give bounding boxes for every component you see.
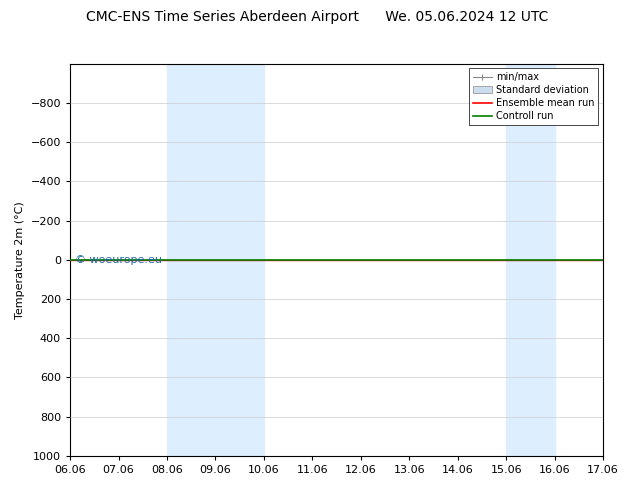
Legend: min/max, Standard deviation, Ensemble mean run, Controll run: min/max, Standard deviation, Ensemble me… xyxy=(469,69,598,125)
Bar xyxy=(506,64,555,456)
Text: © woeurope.eu: © woeurope.eu xyxy=(75,255,162,265)
Y-axis label: Temperature 2m (°C): Temperature 2m (°C) xyxy=(15,201,25,318)
Bar xyxy=(167,64,264,456)
Text: CMC-ENS Time Series Aberdeen Airport      We. 05.06.2024 12 UTC: CMC-ENS Time Series Aberdeen Airport We.… xyxy=(86,10,548,24)
